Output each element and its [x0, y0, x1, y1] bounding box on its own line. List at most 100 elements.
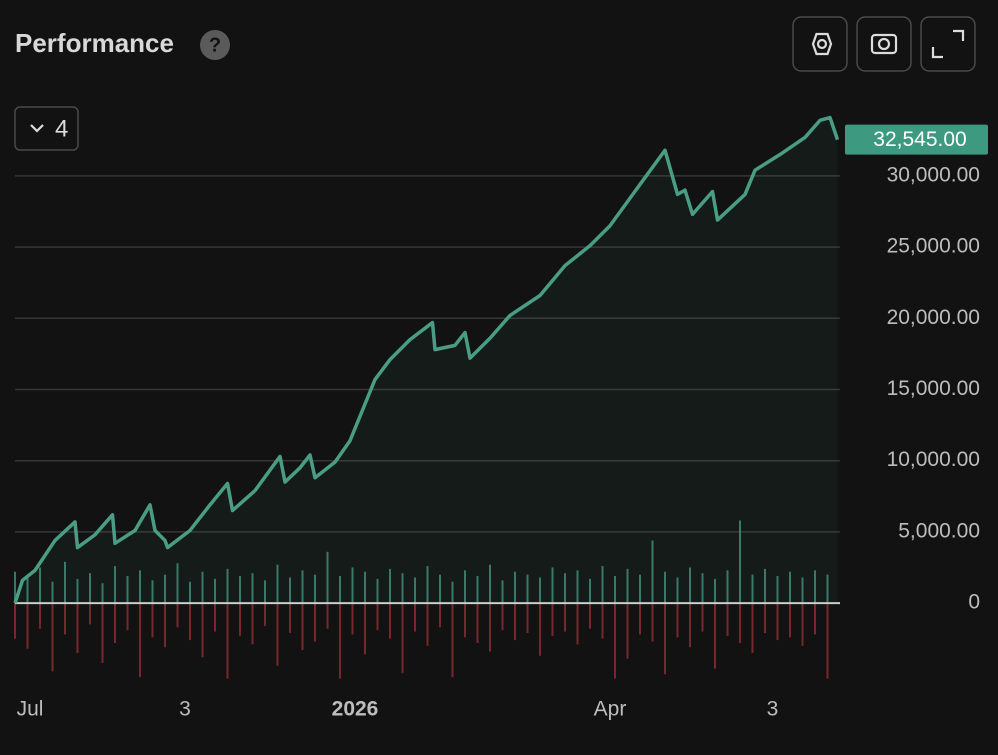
- pnl-bar: [51, 581, 54, 604]
- pnl-bar: [764, 603, 766, 634]
- pnl-bar: [276, 564, 279, 604]
- pnl-bar: [751, 574, 754, 604]
- help-icon[interactable]: [200, 30, 230, 60]
- pnl-bar: [476, 603, 479, 643]
- title: Performance: [15, 28, 174, 58]
- pnl-bar: [39, 603, 41, 629]
- pnl-bar: [426, 566, 429, 604]
- pnl-bar: [151, 580, 154, 604]
- y-tick-label: 25,000.00: [887, 235, 980, 258]
- pnl-bar: [451, 581, 454, 604]
- pnl-bar: [726, 570, 729, 604]
- pnl-bar: [339, 603, 341, 679]
- pnl-bar: [364, 571, 366, 604]
- pnl-bar: [201, 603, 204, 658]
- pnl-bar: [301, 570, 304, 604]
- pnl-bar: [664, 571, 666, 604]
- pnl-bar: [314, 574, 316, 604]
- equity-area: [15, 117, 838, 604]
- pnl-bar: [264, 580, 266, 604]
- pnl-bar: [651, 540, 654, 604]
- pnl-bar: [201, 571, 204, 604]
- pnl-bar: [76, 578, 79, 604]
- pnl-bar: [526, 603, 529, 634]
- series-dropdown[interactable]: [14, 106, 79, 151]
- pnl-bar: [426, 603, 429, 646]
- pnl-bar: [776, 603, 779, 641]
- pnl-bar: [176, 603, 179, 628]
- pnl-bar: [339, 576, 341, 604]
- pnl-bar: [514, 571, 516, 604]
- pnl-bar: [814, 570, 816, 604]
- screenshot-button[interactable]: [856, 16, 912, 72]
- y-tick-label: 5,000.00: [898, 519, 980, 542]
- fullscreen-button[interactable]: [920, 16, 976, 72]
- pnl-bar: [114, 603, 116, 643]
- pnl-bar: [789, 571, 791, 604]
- pnl-bar: [401, 573, 404, 604]
- pnl-bar: [239, 576, 241, 604]
- pnl-bar: [826, 574, 829, 604]
- pnl-bar: [389, 568, 391, 604]
- pnl-bar: [814, 603, 816, 635]
- pnl-bar: [489, 564, 491, 604]
- pnl-bar: [739, 603, 741, 643]
- pnl-bar: [451, 603, 454, 678]
- pnl-bar: [101, 583, 104, 604]
- pnl-bar: [476, 576, 479, 604]
- pnl-bar: [289, 603, 291, 634]
- pnl-bar: [26, 603, 29, 649]
- pnl-bar: [539, 577, 541, 604]
- pnl-bar: [164, 574, 166, 604]
- pnl-bar: [364, 603, 366, 655]
- pnl-bar: [576, 603, 579, 645]
- pnl-bar: [164, 603, 166, 648]
- pnl-bar: [126, 576, 129, 604]
- pnl-bar: [751, 603, 754, 653]
- pnl-bar: [64, 603, 66, 635]
- pnl-bar: [789, 603, 791, 638]
- pnl-bar: [501, 580, 504, 604]
- pnl-bar: [689, 603, 691, 648]
- pnl-bar: [639, 603, 641, 635]
- pnl-bar: [189, 581, 191, 604]
- pnl-bar: [351, 603, 354, 635]
- pnl-bar: [76, 603, 79, 653]
- pnl-bar: [289, 577, 291, 604]
- pnl-bar: [139, 570, 141, 604]
- pnl-bar: [464, 570, 466, 604]
- pnl-bar: [101, 603, 104, 663]
- x-tick-label: 3: [767, 698, 779, 721]
- pnl-bar: [714, 578, 716, 604]
- pnl-bar: [801, 603, 804, 646]
- settings-button[interactable]: [792, 16, 848, 72]
- pnl-bar: [326, 551, 329, 604]
- last-value-tag: [845, 124, 988, 155]
- camera-lens: [877, 37, 891, 51]
- pnl-bar: [551, 603, 554, 636]
- pnl-bar: [589, 603, 591, 629]
- pnl-bar: [826, 603, 829, 679]
- pnl-bar: [64, 561, 66, 604]
- pnl-bar: [589, 578, 591, 604]
- pnl-bar: [51, 603, 54, 672]
- pnl-bar: [464, 603, 466, 638]
- pnl-bar: [764, 568, 766, 604]
- pnl-bar: [776, 576, 779, 604]
- pnl-bar: [351, 567, 354, 604]
- pnl-bar: [601, 566, 604, 604]
- pnl-bar: [626, 568, 629, 604]
- pnl-bar: [239, 603, 241, 636]
- x-tick-label: Apr: [594, 698, 627, 721]
- pnl-bar: [626, 603, 629, 659]
- pnl-bar: [739, 520, 741, 604]
- camera-icon: [870, 33, 898, 55]
- dropdown-chevron: [30, 124, 44, 133]
- pnl-bar: [89, 603, 91, 625]
- settings-icon-core: [816, 38, 828, 50]
- pnl-bar: [376, 578, 379, 604]
- pnl-bar: [726, 603, 729, 636]
- pnl-bar: [601, 603, 604, 639]
- x-tick-label: Jul: [17, 698, 44, 721]
- pnl-bar: [664, 603, 666, 675]
